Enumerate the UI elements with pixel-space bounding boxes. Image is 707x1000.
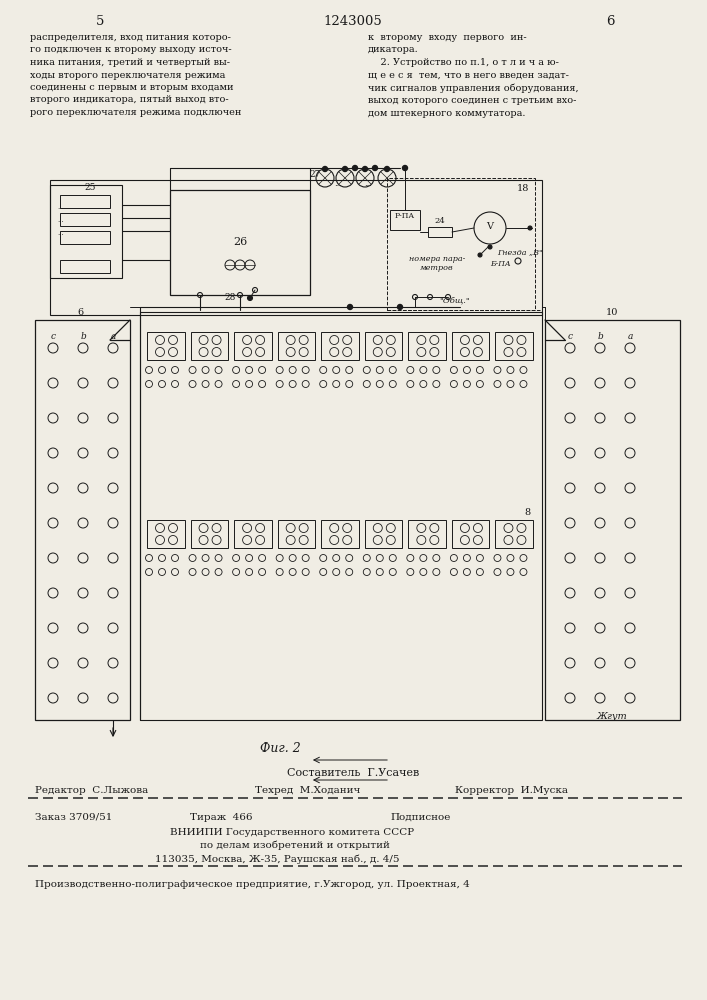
Bar xyxy=(321,332,358,360)
Bar xyxy=(50,180,542,315)
Text: V: V xyxy=(486,222,493,231)
Circle shape xyxy=(322,166,327,172)
Text: распределителя, вход питания которо-
го подключен к второму выходу источ-
ника п: распределителя, вход питания которо- го … xyxy=(30,33,241,117)
Text: Корректор  И.Муска: Корректор И.Муска xyxy=(455,786,568,795)
Text: Жгут: Жгут xyxy=(597,712,627,721)
Text: "Общ.": "Общ." xyxy=(440,297,470,305)
Text: к  второму  входу  первого  ин-
дикатора.
    2. Устройство по п.1, о т л и ч а : к второму входу первого ин- дикатора. 2.… xyxy=(368,33,578,118)
Text: ...: ... xyxy=(364,180,372,188)
Text: 113035, Москва, Ж-35, Раушская наб., д. 4/5: 113035, Москва, Ж-35, Раушская наб., д. … xyxy=(155,854,399,863)
Circle shape xyxy=(488,245,492,249)
Bar xyxy=(278,332,315,360)
Bar xyxy=(390,210,420,230)
Bar xyxy=(409,332,446,360)
Text: 5: 5 xyxy=(96,15,104,28)
Text: b: b xyxy=(80,332,86,341)
Bar xyxy=(147,520,185,548)
Text: Б-ПА: Б-ПА xyxy=(490,260,510,268)
Text: Составитель  Г.Усачев: Составитель Г.Усачев xyxy=(287,768,419,778)
Circle shape xyxy=(478,253,482,257)
Text: 8: 8 xyxy=(524,508,530,517)
Text: 24: 24 xyxy=(435,217,445,225)
Bar xyxy=(35,320,130,720)
Bar xyxy=(452,520,489,548)
Bar xyxy=(60,260,110,273)
Bar xyxy=(60,195,110,208)
Bar xyxy=(452,332,489,360)
Bar xyxy=(387,178,535,310)
Circle shape xyxy=(397,304,402,310)
Text: 25: 25 xyxy=(84,183,95,192)
Text: a: a xyxy=(627,332,633,341)
Bar xyxy=(50,185,122,278)
Bar xyxy=(191,332,228,360)
Bar xyxy=(234,520,271,548)
Bar xyxy=(428,227,452,237)
Bar xyxy=(409,520,446,548)
Text: ВНИИПИ Государственного комитета СССР: ВНИИПИ Государственного комитета СССР xyxy=(170,828,414,837)
Text: 28: 28 xyxy=(224,293,235,302)
Text: Подписное: Подписное xyxy=(390,813,450,822)
Circle shape xyxy=(402,165,407,170)
Bar xyxy=(60,213,110,226)
Bar xyxy=(496,332,533,360)
Bar xyxy=(321,520,358,548)
Bar xyxy=(60,231,110,244)
Text: 10: 10 xyxy=(606,308,618,317)
Circle shape xyxy=(342,166,348,172)
Text: Техред  М.Ходанич: Техред М.Ходанич xyxy=(255,786,361,795)
Text: Фиг. 2: Фиг. 2 xyxy=(259,742,300,755)
Bar xyxy=(191,520,228,548)
Circle shape xyxy=(363,166,368,172)
Bar xyxy=(278,520,315,548)
Text: c: c xyxy=(568,332,573,341)
Circle shape xyxy=(348,304,353,310)
Text: по делам изобретений и открытий: по делам изобретений и открытий xyxy=(200,841,390,850)
Text: номера пара-
метров: номера пара- метров xyxy=(409,255,465,272)
Text: Редактор  С.Лыжова: Редактор С.Лыжова xyxy=(35,786,148,795)
Text: 6: 6 xyxy=(77,308,83,317)
Bar xyxy=(140,312,542,720)
Text: Производственно-полиграфическое предприятие, г.Ужгород, ул. Проектная, 4: Производственно-полиграфическое предприя… xyxy=(35,880,469,889)
Text: Заказ 3709/51: Заказ 3709/51 xyxy=(35,813,112,822)
Bar xyxy=(170,190,310,295)
Text: ...: ... xyxy=(57,216,64,224)
Circle shape xyxy=(385,166,390,172)
Text: 6: 6 xyxy=(606,15,614,28)
Circle shape xyxy=(353,165,358,170)
Text: ...: ... xyxy=(334,180,342,188)
Circle shape xyxy=(528,226,532,230)
Text: 26: 26 xyxy=(233,237,247,247)
Text: Тираж  466: Тираж 466 xyxy=(190,813,252,822)
Text: 18: 18 xyxy=(517,184,529,193)
Text: Гнезда „В": Гнезда „В" xyxy=(497,248,543,256)
Bar xyxy=(147,332,185,360)
Bar xyxy=(234,332,271,360)
Text: c: c xyxy=(50,332,56,341)
Bar xyxy=(496,520,533,548)
Text: b: b xyxy=(597,332,603,341)
Text: 27: 27 xyxy=(309,170,321,179)
Text: a: a xyxy=(110,332,116,341)
Circle shape xyxy=(373,165,378,170)
Text: ...: ... xyxy=(57,203,64,211)
Bar xyxy=(545,320,680,720)
Bar xyxy=(365,332,402,360)
Bar xyxy=(365,520,402,548)
Text: Р-ПА: Р-ПА xyxy=(395,212,415,220)
Text: ...: ... xyxy=(57,229,64,237)
Text: 1243005: 1243005 xyxy=(324,15,382,28)
Circle shape xyxy=(247,296,252,300)
